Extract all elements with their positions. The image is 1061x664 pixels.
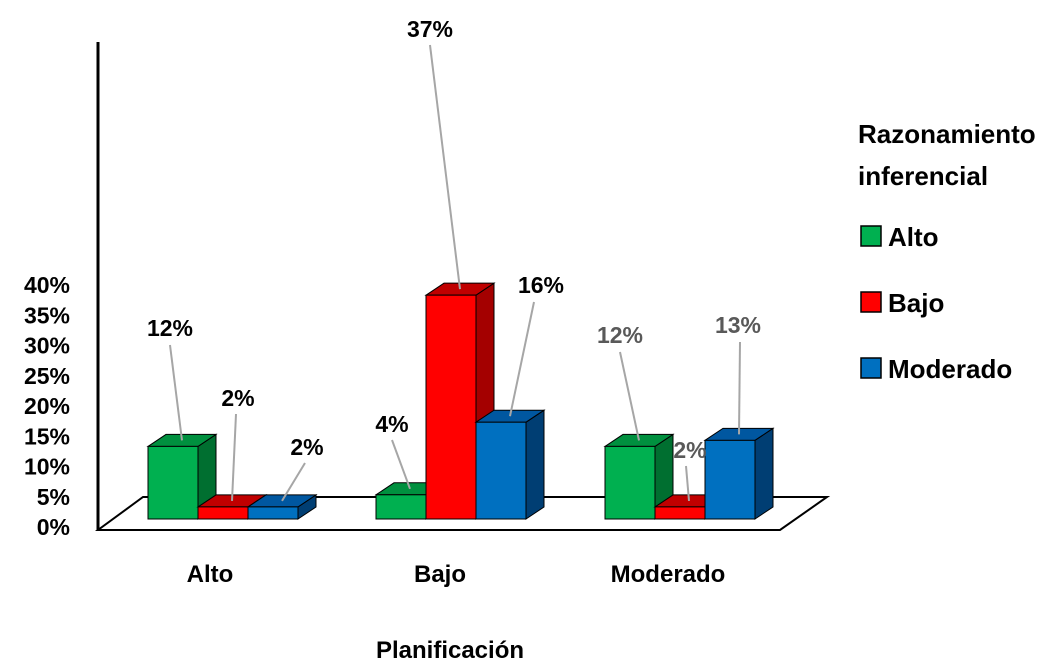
x-category-label: Alto xyxy=(187,561,234,588)
data-label: 37% xyxy=(407,16,453,42)
legend-label: Moderado xyxy=(888,354,1012,384)
legend-swatch xyxy=(860,291,882,313)
leader-line xyxy=(281,462,306,502)
y-tick-label: 25% xyxy=(24,363,70,389)
y-tick-label: 5% xyxy=(37,484,70,510)
legend-title-line-1: Razonamiento xyxy=(858,119,1036,149)
leader-line xyxy=(391,439,411,490)
bar-front xyxy=(425,294,477,520)
bar-front xyxy=(375,494,427,520)
data-label: 2% xyxy=(673,437,706,463)
bar-front xyxy=(704,439,756,520)
bar-moderado-moderado xyxy=(703,427,775,520)
x-category-label: Bajo xyxy=(414,561,466,588)
y-tick-label: 15% xyxy=(24,423,70,449)
bar-front xyxy=(654,506,706,520)
legend-swatch xyxy=(860,357,882,379)
x-axis-title: Planificación xyxy=(376,637,524,664)
legend-label: Bajo xyxy=(888,288,944,318)
y-axis-ticks: 0% 5% 10% 15% 20% 25% 30% 35% 40% xyxy=(24,272,70,540)
y-tick-label: 30% xyxy=(24,333,70,359)
legend-label: Alto xyxy=(888,222,939,252)
y-tick-label: 0% xyxy=(37,514,70,540)
legend-title-line-2: inferencial xyxy=(858,161,988,191)
leader-line xyxy=(231,413,237,501)
bar-front xyxy=(475,421,527,520)
data-label: 2% xyxy=(290,434,323,460)
y-tick-label: 20% xyxy=(24,393,70,419)
legend-swatch xyxy=(860,225,882,247)
data-label: 2% xyxy=(221,385,254,411)
bar-front xyxy=(604,445,656,520)
bars xyxy=(146,282,775,520)
data-labels: 12% 4% 12% 2% 37% 2% 2% 16% 13% xyxy=(147,16,761,463)
data-label: 13% xyxy=(715,312,761,338)
data-label: 12% xyxy=(147,315,193,341)
bar-side xyxy=(525,409,545,520)
data-label: 16% xyxy=(518,272,564,298)
data-label: 12% xyxy=(597,322,643,348)
leader-line xyxy=(509,301,535,417)
bar-bajo-bajo xyxy=(424,282,496,520)
data-label: 4% xyxy=(375,411,408,437)
leader-line xyxy=(429,44,461,290)
bar-side xyxy=(754,427,774,520)
y-tick-label: 35% xyxy=(24,302,70,328)
leader-line xyxy=(738,341,741,435)
bar-front xyxy=(147,445,199,520)
leader-line xyxy=(685,465,690,501)
bar-front xyxy=(247,506,299,520)
label-leaders xyxy=(169,44,741,502)
y-tick-label: 10% xyxy=(24,454,70,480)
leader-line xyxy=(619,351,640,441)
bar-front xyxy=(197,506,249,520)
leader-line xyxy=(169,344,183,441)
bar-moderado-bajo xyxy=(474,409,546,520)
x-category-label: Moderado xyxy=(611,561,726,588)
legend: Razonamiento inferencial Alto Bajo Moderad… xyxy=(858,119,1036,384)
y-tick-label: 40% xyxy=(24,272,70,298)
x-axis-categories: Alto Bajo Moderado xyxy=(187,561,726,588)
